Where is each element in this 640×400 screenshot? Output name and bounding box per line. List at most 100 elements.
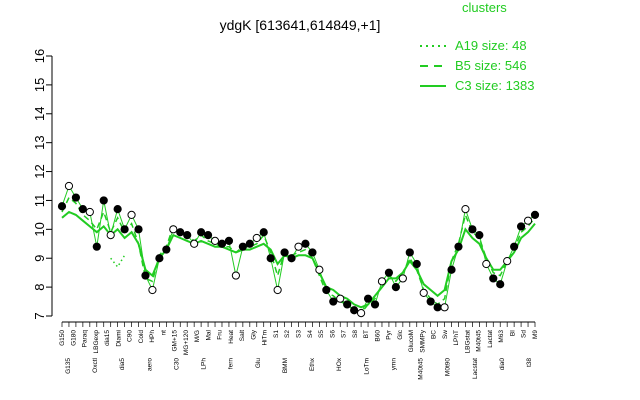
x-tick-label-secondary: M40t45 bbox=[418, 358, 425, 380]
data-point bbox=[155, 254, 164, 263]
data-point bbox=[363, 294, 373, 303]
x-tick-label-secondary: C30 bbox=[173, 358, 180, 370]
legend-title: clusters bbox=[462, 0, 507, 15]
x-tick-label: Sd bbox=[521, 330, 528, 338]
x-tick-label: BT bbox=[363, 330, 370, 338]
x-tick-label: S5 bbox=[318, 330, 325, 338]
data-point bbox=[336, 294, 345, 303]
x-axis: G150 G180 Paraq LBGexp dia15 Diami C90 Cold HPh n… bbox=[59, 321, 539, 380]
y-tick-label: 16 bbox=[32, 49, 47, 63]
data-point bbox=[238, 242, 247, 251]
data-point bbox=[169, 225, 178, 234]
data-point bbox=[183, 231, 192, 240]
data-point bbox=[489, 274, 498, 283]
x-tick-label: LBGexp bbox=[93, 330, 100, 354]
data-point bbox=[322, 285, 331, 295]
x-tick-label: S2 bbox=[284, 330, 291, 338]
y-axis: 7 8 9 10 11 12 13 14 15 16 bbox=[32, 49, 53, 320]
x-tick-label: LPhT bbox=[453, 330, 460, 346]
data-point bbox=[287, 254, 296, 263]
x-tick-label-secondary: Oxctl bbox=[92, 357, 99, 372]
data-point bbox=[475, 231, 484, 240]
data-point bbox=[162, 245, 171, 254]
x-tick-label-secondary: ymn bbox=[390, 358, 397, 371]
x-tick-label: HiTm bbox=[262, 330, 269, 346]
data-point bbox=[71, 193, 81, 202]
data-point bbox=[148, 285, 157, 295]
data-point bbox=[482, 259, 491, 269]
data-point bbox=[141, 271, 150, 280]
data-point bbox=[384, 268, 394, 277]
data-point bbox=[301, 239, 310, 248]
data-point bbox=[516, 222, 526, 231]
series-line-c3 bbox=[61, 210, 536, 309]
x-tick-label: M9 bbox=[532, 330, 539, 339]
data-point bbox=[391, 283, 400, 292]
data-point bbox=[454, 242, 463, 251]
x-tick-label-secondary: LPh bbox=[201, 358, 208, 370]
data-point bbox=[308, 248, 317, 257]
x-tick-label: M63 bbox=[498, 330, 505, 343]
data-point bbox=[106, 231, 115, 240]
x-tick-label-secondary: HOx bbox=[336, 357, 343, 371]
data-point bbox=[461, 205, 470, 214]
x-tick-label: LBGstat bbox=[464, 330, 471, 354]
data-point bbox=[252, 233, 261, 243]
data-point bbox=[190, 239, 199, 248]
x-tick-label: Lactat bbox=[487, 330, 494, 348]
x-tick-label: nt bbox=[160, 330, 167, 336]
x-tick-label-secondary: dia5 bbox=[119, 358, 126, 371]
x-tick-label: S6 bbox=[329, 330, 336, 338]
data-point bbox=[530, 210, 540, 219]
x-tick-label: S7 bbox=[341, 330, 348, 338]
x-tick-label: Diami bbox=[115, 330, 122, 347]
data-point bbox=[64, 181, 74, 191]
y-tick-label: 11 bbox=[32, 194, 47, 208]
x-tick-label: HPh bbox=[149, 330, 156, 343]
data-point bbox=[217, 239, 227, 248]
data-point bbox=[503, 257, 512, 266]
legend-label-c3: C3 size: 1383 bbox=[455, 78, 535, 93]
data-point bbox=[273, 285, 282, 295]
data-point bbox=[398, 274, 407, 283]
x-tick-label: B60 bbox=[374, 330, 381, 342]
data-point bbox=[176, 228, 185, 237]
x-tick-label: Pyr bbox=[386, 329, 393, 340]
data-point bbox=[197, 228, 206, 237]
x-tick-label-secondary: LoTm bbox=[363, 358, 370, 375]
x-tick-label: GM+15 bbox=[172, 330, 179, 352]
x-tick-label: Glc bbox=[397, 329, 404, 340]
legend: clusters A19 size: 48 B5 size: 546 C3 si… bbox=[420, 0, 535, 93]
x-tick-label: BI bbox=[509, 330, 516, 336]
x-tick-label-secondary: t38 bbox=[526, 358, 533, 367]
series-line-a19 bbox=[110, 254, 126, 269]
x-tick-label-secondary: aero bbox=[146, 358, 153, 371]
x-tick-label: M40t45 bbox=[476, 330, 483, 352]
data-point bbox=[433, 303, 442, 312]
points-layer bbox=[57, 181, 540, 318]
data-point bbox=[78, 205, 87, 214]
x-tick-label: Salt bbox=[239, 330, 246, 341]
x-tick-label: G150 bbox=[59, 330, 66, 346]
data-point bbox=[426, 297, 435, 306]
data-point bbox=[120, 225, 129, 234]
data-point bbox=[113, 205, 122, 214]
data-point bbox=[370, 300, 380, 309]
x-tick-label-secondary: fern bbox=[228, 358, 235, 370]
x-tick-label: G180 bbox=[70, 330, 77, 346]
data-point bbox=[315, 265, 324, 274]
y-tick-label: 13 bbox=[32, 135, 47, 149]
data-point bbox=[266, 254, 275, 263]
x-tick-label: S1 bbox=[273, 330, 280, 338]
data-point bbox=[99, 196, 108, 205]
data-point bbox=[210, 236, 220, 245]
x-tick-label: Paraq bbox=[82, 330, 89, 348]
x-tick-label: dia15 bbox=[104, 330, 111, 346]
x-tick-label: BC bbox=[431, 330, 438, 339]
x-tick-label: MG+120 bbox=[183, 330, 190, 355]
y-tick-label: 8 bbox=[32, 283, 47, 290]
x-tick-label-secondary: Lacstat bbox=[472, 358, 479, 379]
x-tick-label: SMMPy bbox=[419, 329, 426, 353]
data-point bbox=[405, 248, 414, 257]
data-point bbox=[134, 225, 143, 234]
